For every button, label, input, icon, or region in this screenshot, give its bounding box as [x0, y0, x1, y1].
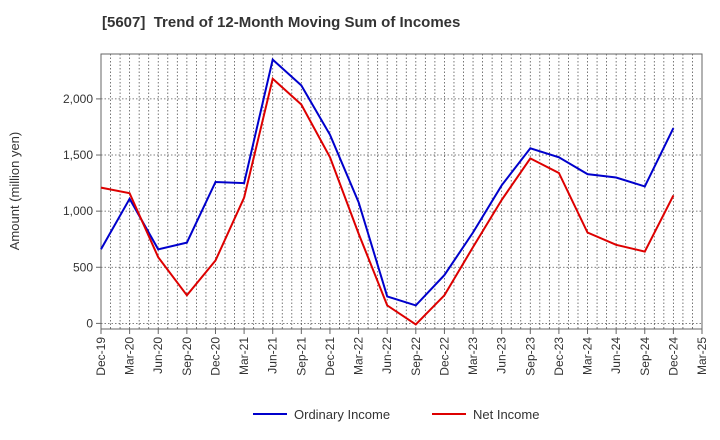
- y-axis-title: Amount (million yen): [7, 132, 22, 251]
- x-tick-label: Sep-21: [294, 337, 308, 376]
- x-tick-label: Jun-20: [151, 337, 165, 374]
- x-tick-label: Jun-22: [380, 337, 394, 374]
- x-tick-label: Dec-20: [208, 337, 222, 376]
- legend: Ordinary Income Net Income: [253, 407, 539, 422]
- y-tick-label: 2,000: [63, 92, 93, 106]
- x-tick-label: Mar-21: [237, 337, 251, 375]
- x-tick-label: Jun-23: [495, 337, 509, 374]
- series-line-net-income: [100, 76, 675, 326]
- y-tick-label: 500: [73, 260, 93, 274]
- legend-label: Net Income: [473, 407, 539, 422]
- x-tick-label: Mar-24: [581, 337, 595, 375]
- series-lines: [100, 57, 675, 326]
- x-tick-label: Dec-21: [323, 337, 337, 376]
- x-tick-label: Dec-23: [552, 337, 566, 376]
- x-tick-label: Mar-25: [695, 337, 709, 375]
- x-axis: Dec-19 Mar-20 Jun-20 Sep-20 Dec-20 Mar-21 Jun-…: [94, 329, 709, 376]
- x-tick-label: Jun-24: [609, 337, 623, 374]
- x-tick-label: Sep-20: [180, 337, 194, 376]
- y-tick-label: 1,000: [63, 204, 93, 218]
- x-tick-label: Sep-22: [409, 337, 423, 376]
- x-tick-label: Mar-22: [352, 337, 366, 375]
- plot-frame: [100, 53, 703, 330]
- y-axis: 0 500 1,000 1,500 2,000: [63, 92, 101, 330]
- x-tick-label: Jun-21: [266, 337, 280, 374]
- x-tick-label: Sep-24: [638, 337, 652, 376]
- x-tick-label: Mar-23: [466, 337, 480, 375]
- x-tick-label: Dec-24: [666, 337, 680, 376]
- series-line-ordinary-income: [100, 57, 675, 307]
- x-tick-label: Dec-19: [94, 337, 108, 376]
- plot-background: [101, 54, 702, 329]
- y-tick-label: 1,500: [63, 148, 93, 162]
- legend-label: Ordinary Income: [294, 407, 390, 422]
- x-tick-label: Dec-22: [437, 337, 451, 376]
- x-tick-label: Mar-20: [123, 337, 137, 375]
- grid-lines: [101, 54, 702, 329]
- x-tick-label: Sep-23: [523, 337, 537, 376]
- y-tick-label: 0: [86, 316, 93, 330]
- chart-title: [5607] Trend of 12-Month Moving Sum of I…: [102, 14, 461, 31]
